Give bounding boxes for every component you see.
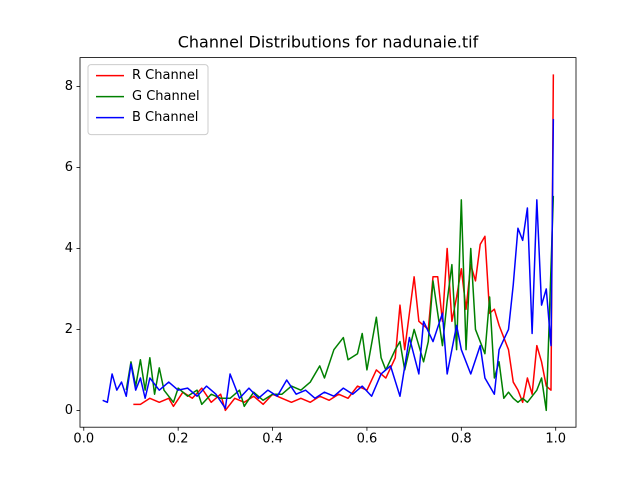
x-tick-label: 0.0	[73, 432, 94, 447]
x-tick-label: 0.4	[262, 432, 283, 447]
y-tick-label: 0	[65, 403, 73, 418]
y-tick-label: 4	[65, 241, 73, 256]
plot-frame	[79, 57, 577, 428]
x-tick-label: 0.8	[451, 432, 472, 447]
legend-label: B Channel	[132, 110, 198, 125]
data-line	[133, 74, 555, 412]
data-line	[102, 118, 555, 410]
x-tick-label: 0.6	[357, 432, 378, 447]
data-line	[125, 195, 555, 412]
y-tick-label: 2	[65, 322, 73, 337]
chart-title: Channel Distributions for nadunaie.tif	[178, 33, 479, 52]
plot-lines	[102, 74, 555, 412]
x-tick-label: 0.2	[168, 432, 189, 447]
x-tick-label: 1.0	[545, 432, 566, 447]
legend-label: R Channel	[132, 68, 199, 83]
legend-label: G Channel	[132, 89, 200, 104]
y-tick-label: 6	[65, 160, 73, 175]
y-tick-label: 8	[65, 79, 73, 94]
